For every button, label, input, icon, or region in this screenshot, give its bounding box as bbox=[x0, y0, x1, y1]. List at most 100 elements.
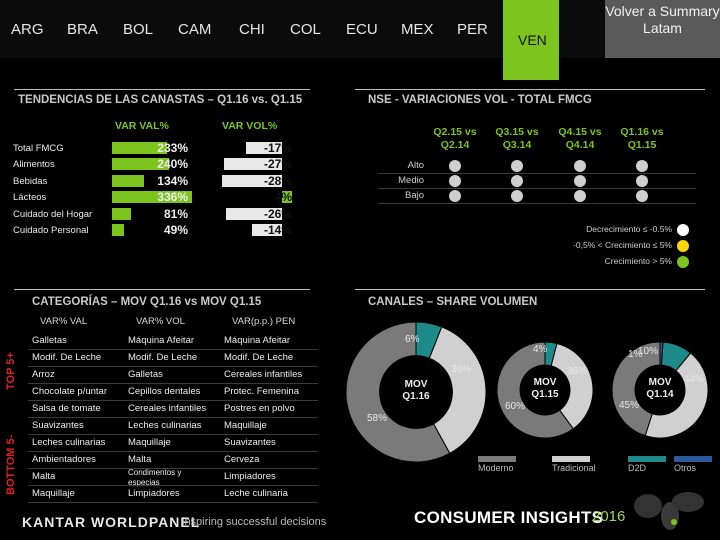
nse-status-dot bbox=[574, 175, 586, 187]
nse-title: NSE - VARIACIONES VOL - TOTAL FMCG bbox=[368, 94, 592, 106]
country-nav: ARG BRA BOL CAM CHI COL ECU MEX PER VEN … bbox=[0, 0, 720, 80]
tendencia-label: Cuidado del Hogar bbox=[13, 208, 93, 220]
tab-ecu[interactable]: ECU bbox=[346, 21, 378, 38]
nse-col-header: Q1.16 vs Q1.15 bbox=[620, 126, 664, 151]
bottom-category-cell: Condimentos y especias bbox=[128, 468, 182, 487]
top-category-cell: Máquina Afeitar bbox=[224, 335, 291, 346]
tendencias-title: TENDENCIAS DE LAS CANASTAS – Q1.16 vs. Q… bbox=[18, 94, 303, 106]
nse-row-label: Bajo bbox=[404, 190, 424, 201]
bottom-category-cell: Limpiadores bbox=[224, 471, 276, 482]
nse-legend-dot bbox=[677, 240, 689, 252]
top-category-cell: Cereales infantiles bbox=[128, 403, 207, 414]
top-category-cell: Máquina Afeitar bbox=[128, 335, 195, 346]
nse-status-dot bbox=[636, 190, 648, 202]
donut-slice-label: 45% bbox=[619, 400, 640, 411]
nse-legend-dot bbox=[677, 224, 689, 236]
tendencia-label: Cuidado Personal bbox=[13, 225, 89, 236]
bottom5-label: BOTTOM 5- bbox=[5, 434, 17, 495]
tab-arg[interactable]: ARG bbox=[11, 21, 44, 38]
categorias-row-line bbox=[28, 485, 318, 486]
col-var-vol: VAR VOL% bbox=[222, 120, 278, 132]
donut-slice-moderno bbox=[496, 341, 574, 439]
year-label: 2016 bbox=[592, 508, 626, 525]
donut-slice-moderno bbox=[611, 341, 661, 437]
categorias-row-line bbox=[28, 383, 318, 384]
donut-slice-tradicional bbox=[644, 352, 709, 439]
kantar-tagline: inspiring successful decisions bbox=[182, 516, 327, 528]
bottom-category-cell: Leches culinarias bbox=[32, 437, 106, 448]
donut-slice-label: 36% bbox=[567, 366, 588, 377]
var-val-value: 336% bbox=[157, 190, 188, 205]
var-vol-value: 4% bbox=[274, 190, 292, 205]
var-val-bar bbox=[112, 224, 124, 236]
nse-status-dot bbox=[449, 190, 461, 202]
nse-status-dot bbox=[511, 175, 523, 187]
categorias-row-line bbox=[28, 434, 318, 435]
donut-slice-label: 44% bbox=[684, 374, 705, 385]
nse-status-dot bbox=[449, 175, 461, 187]
top-category-cell: Arroz bbox=[32, 369, 55, 380]
tab-ven-label: VEN bbox=[518, 32, 547, 48]
nse-row-line bbox=[378, 203, 696, 204]
categorias-row-line bbox=[28, 366, 318, 367]
nse-row-label: Medio bbox=[398, 175, 424, 186]
top-category-cell: Modif. De Leche bbox=[32, 352, 102, 363]
nse-status-dot bbox=[574, 190, 586, 202]
bottom-category-cell: Suavizantes bbox=[32, 420, 84, 431]
back-to-summary-button[interactable]: Volver a Summary Latam bbox=[605, 0, 720, 58]
tab-mex[interactable]: MEX bbox=[401, 21, 434, 38]
donut-slice-label: 60% bbox=[505, 401, 526, 412]
categorias-row-line bbox=[28, 417, 318, 418]
categorias-row-line bbox=[28, 400, 318, 401]
bottom-category-cell: Cerveza bbox=[224, 454, 260, 465]
col-var-val: VAR VAL% bbox=[115, 120, 169, 132]
legend-label-tradicional: Tradicional bbox=[552, 463, 596, 473]
legend-swatch-d2d bbox=[628, 456, 666, 462]
divider bbox=[355, 89, 705, 90]
donut-center-label: MOV Q1.14 bbox=[646, 377, 674, 400]
tendencia-label: Alimentos bbox=[13, 159, 55, 171]
consumer-insights-logo: CONSUMER INSIGHTS bbox=[414, 508, 604, 527]
tab-cam[interactable]: CAM bbox=[178, 21, 212, 38]
canales-title: CANALES – SHARE VOLUMEN bbox=[368, 296, 538, 308]
nse-status-dot bbox=[511, 160, 523, 172]
var-vol-value: -17% bbox=[263, 141, 292, 155]
top-category-cell: Cereales infantiles bbox=[224, 369, 303, 380]
donut-slice-label: 10% bbox=[638, 346, 659, 357]
var-val-bar bbox=[112, 142, 168, 154]
tab-chi[interactable]: CHI bbox=[239, 21, 265, 38]
tab-per[interactable]: PER bbox=[457, 21, 488, 38]
tab-bra[interactable]: BRA bbox=[67, 21, 98, 38]
nse-row-label: Alto bbox=[407, 160, 424, 171]
var-vol-bar bbox=[252, 224, 282, 236]
top-category-cell: Chocolate p/untar bbox=[32, 386, 107, 397]
tab-col[interactable]: COL bbox=[290, 21, 321, 38]
top-category-cell: Cepillos dentales bbox=[128, 386, 201, 397]
top-category-cell: Modif. De Leche bbox=[128, 352, 198, 363]
tab-bol[interactable]: BOL bbox=[123, 21, 154, 38]
tab-ven-active[interactable]: VEN bbox=[503, 0, 559, 80]
var-vol-value: -27% bbox=[263, 157, 292, 172]
bottom-category-cell: Maquillaje bbox=[128, 437, 171, 448]
donut-slice-moderno bbox=[345, 321, 451, 463]
top-category-cell: Galletas bbox=[32, 335, 67, 346]
var-vol-bar bbox=[222, 174, 282, 187]
var-val-value: 233% bbox=[157, 141, 188, 155]
var-vol-value: -28% bbox=[263, 173, 292, 188]
bottom-category-cell: Malta bbox=[128, 454, 152, 465]
divider bbox=[355, 289, 705, 290]
tendencia-label: Bebidas bbox=[13, 175, 48, 187]
categorias-row-line bbox=[28, 468, 318, 469]
nse-row-line bbox=[378, 173, 696, 174]
var-vol-bar bbox=[226, 207, 282, 220]
nse-status-dot bbox=[636, 160, 648, 172]
var-vol-bar bbox=[224, 158, 282, 171]
bottom-category-cell: Leche culinaria bbox=[224, 488, 288, 499]
top5-label: TOP 5+ bbox=[5, 352, 17, 390]
var-val-bar bbox=[112, 174, 144, 187]
var-val-value: 240% bbox=[157, 157, 188, 172]
divider bbox=[14, 89, 310, 90]
var-vol-bar bbox=[282, 191, 292, 204]
categorias-row-line bbox=[28, 451, 318, 452]
legend-swatch-moderno bbox=[478, 456, 516, 462]
